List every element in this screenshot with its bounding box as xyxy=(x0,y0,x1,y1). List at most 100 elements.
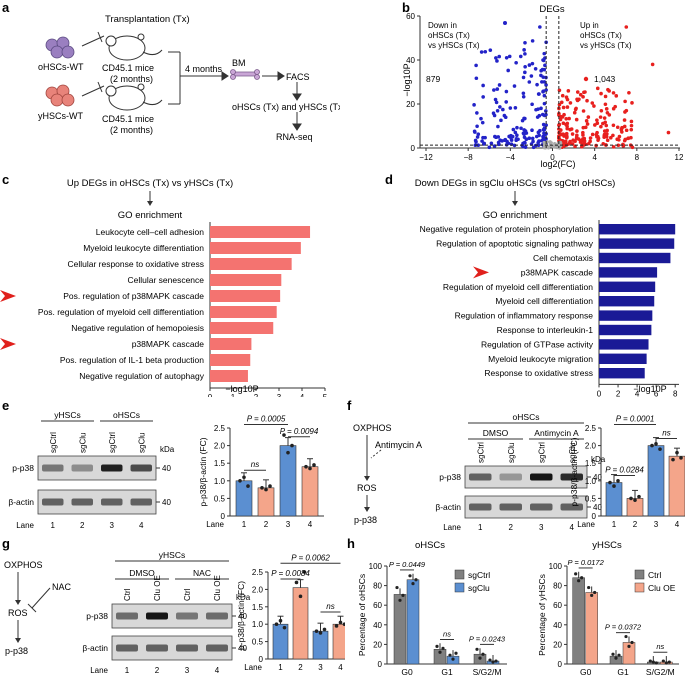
blot-lane-label: Clu OE xyxy=(153,575,162,601)
cc-data-point xyxy=(435,644,439,648)
go-x-tick-label: 4 xyxy=(300,393,305,397)
quant-bar-chart-f: 00.51.01.52.02.5p-p38/β-actin (FC)1 2 3 4La… xyxy=(569,414,685,529)
volcano-point xyxy=(495,109,500,113)
quant-y-tick-label: 0.5 xyxy=(214,494,226,503)
volcano-point xyxy=(584,119,589,123)
volcano-point xyxy=(536,140,540,145)
blot-kda-value: 40 xyxy=(238,644,247,653)
volcano-point xyxy=(474,76,479,81)
volcano-point xyxy=(561,105,566,110)
go-bar xyxy=(210,322,274,334)
volcano-up-count: 1,043 xyxy=(594,74,616,84)
blot-group-label: yHSCs xyxy=(54,410,80,420)
volcano-point xyxy=(585,98,589,103)
volcano-point xyxy=(530,61,535,66)
go-bar xyxy=(210,338,252,350)
cc-bar xyxy=(609,655,623,665)
volcano-point xyxy=(604,134,609,139)
go-term-label: p38MAPK cascade xyxy=(132,339,205,349)
blot-band xyxy=(42,464,64,472)
volcano-point xyxy=(544,83,548,87)
cc-y-tick-label: 20 xyxy=(553,640,562,649)
facs-arrow xyxy=(262,71,302,131)
blot-lane-label: sgCtrl xyxy=(537,442,546,463)
blot-band xyxy=(116,644,138,652)
volcano-point xyxy=(540,112,545,117)
go-bar xyxy=(210,306,277,318)
cc-data-point xyxy=(454,651,458,655)
volcano-point xyxy=(536,130,541,135)
cc-data-point xyxy=(611,652,615,656)
volcano-point xyxy=(581,125,586,130)
quant-bar-chart-e: 0 0.5 1.0 1.5 2.0 2.5 p-p38/β-actin (FC) 1 2 3 4 La… xyxy=(198,414,324,529)
western-blot-f: DMSO Antimycin A oHSCs sgCtrl sgClu sgCtrl sgC… xyxy=(435,412,605,532)
cc-data-point xyxy=(664,661,668,665)
quant-y-label: p-p38/β-actin (FC) xyxy=(569,437,579,506)
volcano-point xyxy=(568,127,572,132)
volcano-point xyxy=(521,91,526,96)
quant-bar xyxy=(647,445,665,517)
volcano-point xyxy=(622,124,627,129)
quant-y-tick-label: 0 xyxy=(259,655,264,664)
volcano-down-line3: vs yHSCs (Tx) xyxy=(428,41,480,50)
volcano-point xyxy=(570,132,575,136)
cc-data-point xyxy=(478,656,482,660)
blot-row-label: p-p38 xyxy=(12,463,34,473)
blot-band xyxy=(176,612,198,620)
volcano-point xyxy=(572,110,577,115)
volcano-point xyxy=(479,50,484,54)
panel-letter-e: e xyxy=(2,398,9,413)
western-blot-e: yHSCs oHSCs sgCtrl sgClu sgCtrl sgClu p-p38 40 β… xyxy=(8,410,174,530)
volcano-point xyxy=(522,116,526,121)
significance-label: ns xyxy=(662,429,670,438)
volcano-point xyxy=(565,97,570,102)
pathway-pp38-g: p-p38 xyxy=(5,646,28,656)
wait-label: 4 months xyxy=(185,64,223,74)
blot-lane-label: Ctrl xyxy=(183,588,192,601)
volcano-point xyxy=(581,109,586,113)
volcano-point xyxy=(476,132,481,136)
volcano-point xyxy=(613,104,618,109)
cc-data-point xyxy=(481,652,485,656)
blot-lane-number: 2 xyxy=(80,521,85,530)
quant-lane-number: 1 xyxy=(278,663,283,672)
volcano-y-tick-label: 60 xyxy=(406,12,415,21)
volcano-point xyxy=(599,91,603,96)
go-bar xyxy=(210,290,281,302)
go-term-label: Response to oxidative stress xyxy=(484,368,593,378)
volcano-point xyxy=(559,100,564,105)
go-bar xyxy=(210,242,301,254)
quant-data-point xyxy=(246,484,250,488)
volcano-point xyxy=(527,63,532,67)
pathway-oxphos-g: OXPHOS xyxy=(4,560,43,570)
volcano-y-tick-label: 0 xyxy=(411,144,416,153)
volcano-point xyxy=(592,104,596,108)
cc-bar xyxy=(406,579,420,665)
volcano-point xyxy=(565,121,570,126)
volcano-point xyxy=(558,117,563,122)
volcano-point xyxy=(588,136,593,140)
quant-y-label: p-p38/β-actin (FC) xyxy=(236,581,246,650)
rnaseq-label: RNA-seq xyxy=(276,132,313,142)
blot-band xyxy=(116,612,138,620)
panel-letter-d: d xyxy=(385,172,393,187)
quant-lane-number: 4 xyxy=(308,520,313,529)
go-x-tick-label: 0 xyxy=(208,393,213,397)
cc-data-point xyxy=(494,659,498,663)
volcano-point xyxy=(513,105,518,110)
cc-y-label: Percentage of oHSCs xyxy=(357,574,367,656)
volcano-point xyxy=(513,130,518,135)
volcano-up-line2: oHSCs (Tx) xyxy=(580,31,622,40)
quant-y-tick-label: 2.0 xyxy=(252,585,264,594)
quant-lane-title: Lane xyxy=(206,520,224,529)
quant-y-label: p-p38/β-actin (FC) xyxy=(198,437,208,506)
volcano-point xyxy=(616,143,621,148)
volcano-point xyxy=(617,134,622,139)
cc-category-label: S/G2/M xyxy=(646,667,675,677)
volcano-point xyxy=(611,91,616,95)
go-x-tick-label: 2 xyxy=(254,393,259,397)
volcano-point xyxy=(523,52,527,56)
volcano-down-line2: oHSCs (Tx) xyxy=(428,31,470,40)
volcano-point xyxy=(536,92,541,96)
volcano-point xyxy=(611,123,616,128)
